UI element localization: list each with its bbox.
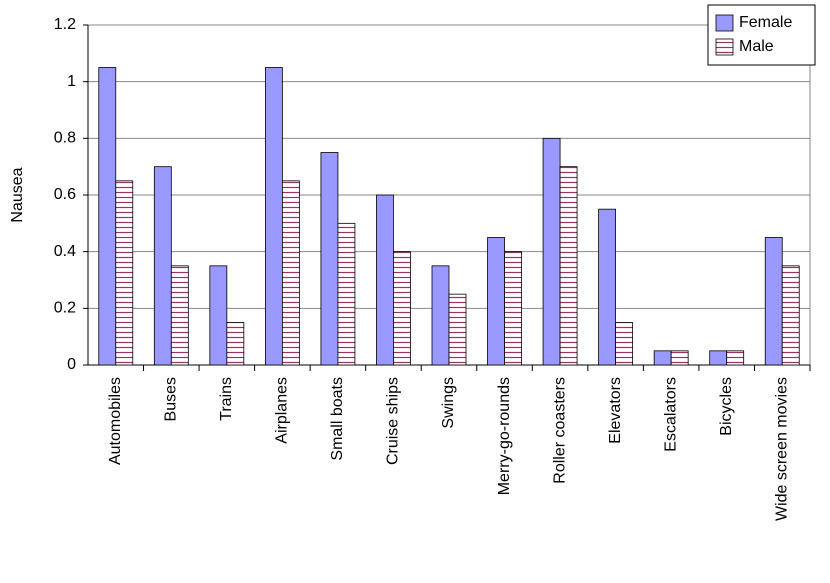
bar [781,265,800,366]
legend-label: Female [739,14,792,31]
bar [320,152,339,366]
bar [393,251,411,366]
x-tick-label: Small boats [329,377,346,461]
bar [653,350,672,366]
y-tick-label: 1.2 [54,16,76,33]
bar [598,208,617,366]
x-tick-label: Merry-go-rounds [496,377,513,495]
x-tick-label: Escalators [662,377,679,452]
x-tick-label: Trains [218,377,235,421]
legend-label: Male [739,38,774,55]
bar [98,67,117,366]
x-tick-label: Swings [440,377,457,429]
y-tick-label: 1 [67,73,76,90]
bar [115,180,134,366]
bar [487,237,505,366]
x-tick-label: Roller coasters [551,377,568,484]
bar [264,67,283,366]
bar [764,237,783,366]
y-tick-label: 0.8 [54,130,76,147]
bar [542,137,561,366]
bar [670,350,689,366]
x-tick-label: Airplanes [274,377,291,444]
bar [726,350,745,366]
x-tick-label: Bicycles [718,377,735,436]
y-axis-label: Nausea [9,167,26,222]
y-tick-label: 0.2 [54,300,76,317]
bar [209,265,228,366]
bar [153,166,172,366]
y-tick-label: 0.6 [54,186,76,203]
legend-swatch [715,38,734,56]
x-tick-label: Automobiles [107,377,124,465]
bar [615,322,634,366]
bar [448,293,467,366]
x-tick-label: Buses [163,377,180,421]
x-tick-label: Elevators [607,377,624,444]
y-tick-label: 0 [67,356,76,373]
y-tick-label: 0.4 [54,243,76,260]
bar [431,265,450,366]
bar [559,166,578,366]
legend-swatch [715,14,734,32]
x-tick-label: Wide screen movies [773,377,790,521]
bar [170,265,189,366]
bar [376,194,394,366]
x-tick-label: Cruise ships [385,377,402,465]
bar [337,222,356,366]
bar [504,251,522,366]
bar [281,180,300,366]
bar [709,350,728,366]
bar [226,322,245,366]
